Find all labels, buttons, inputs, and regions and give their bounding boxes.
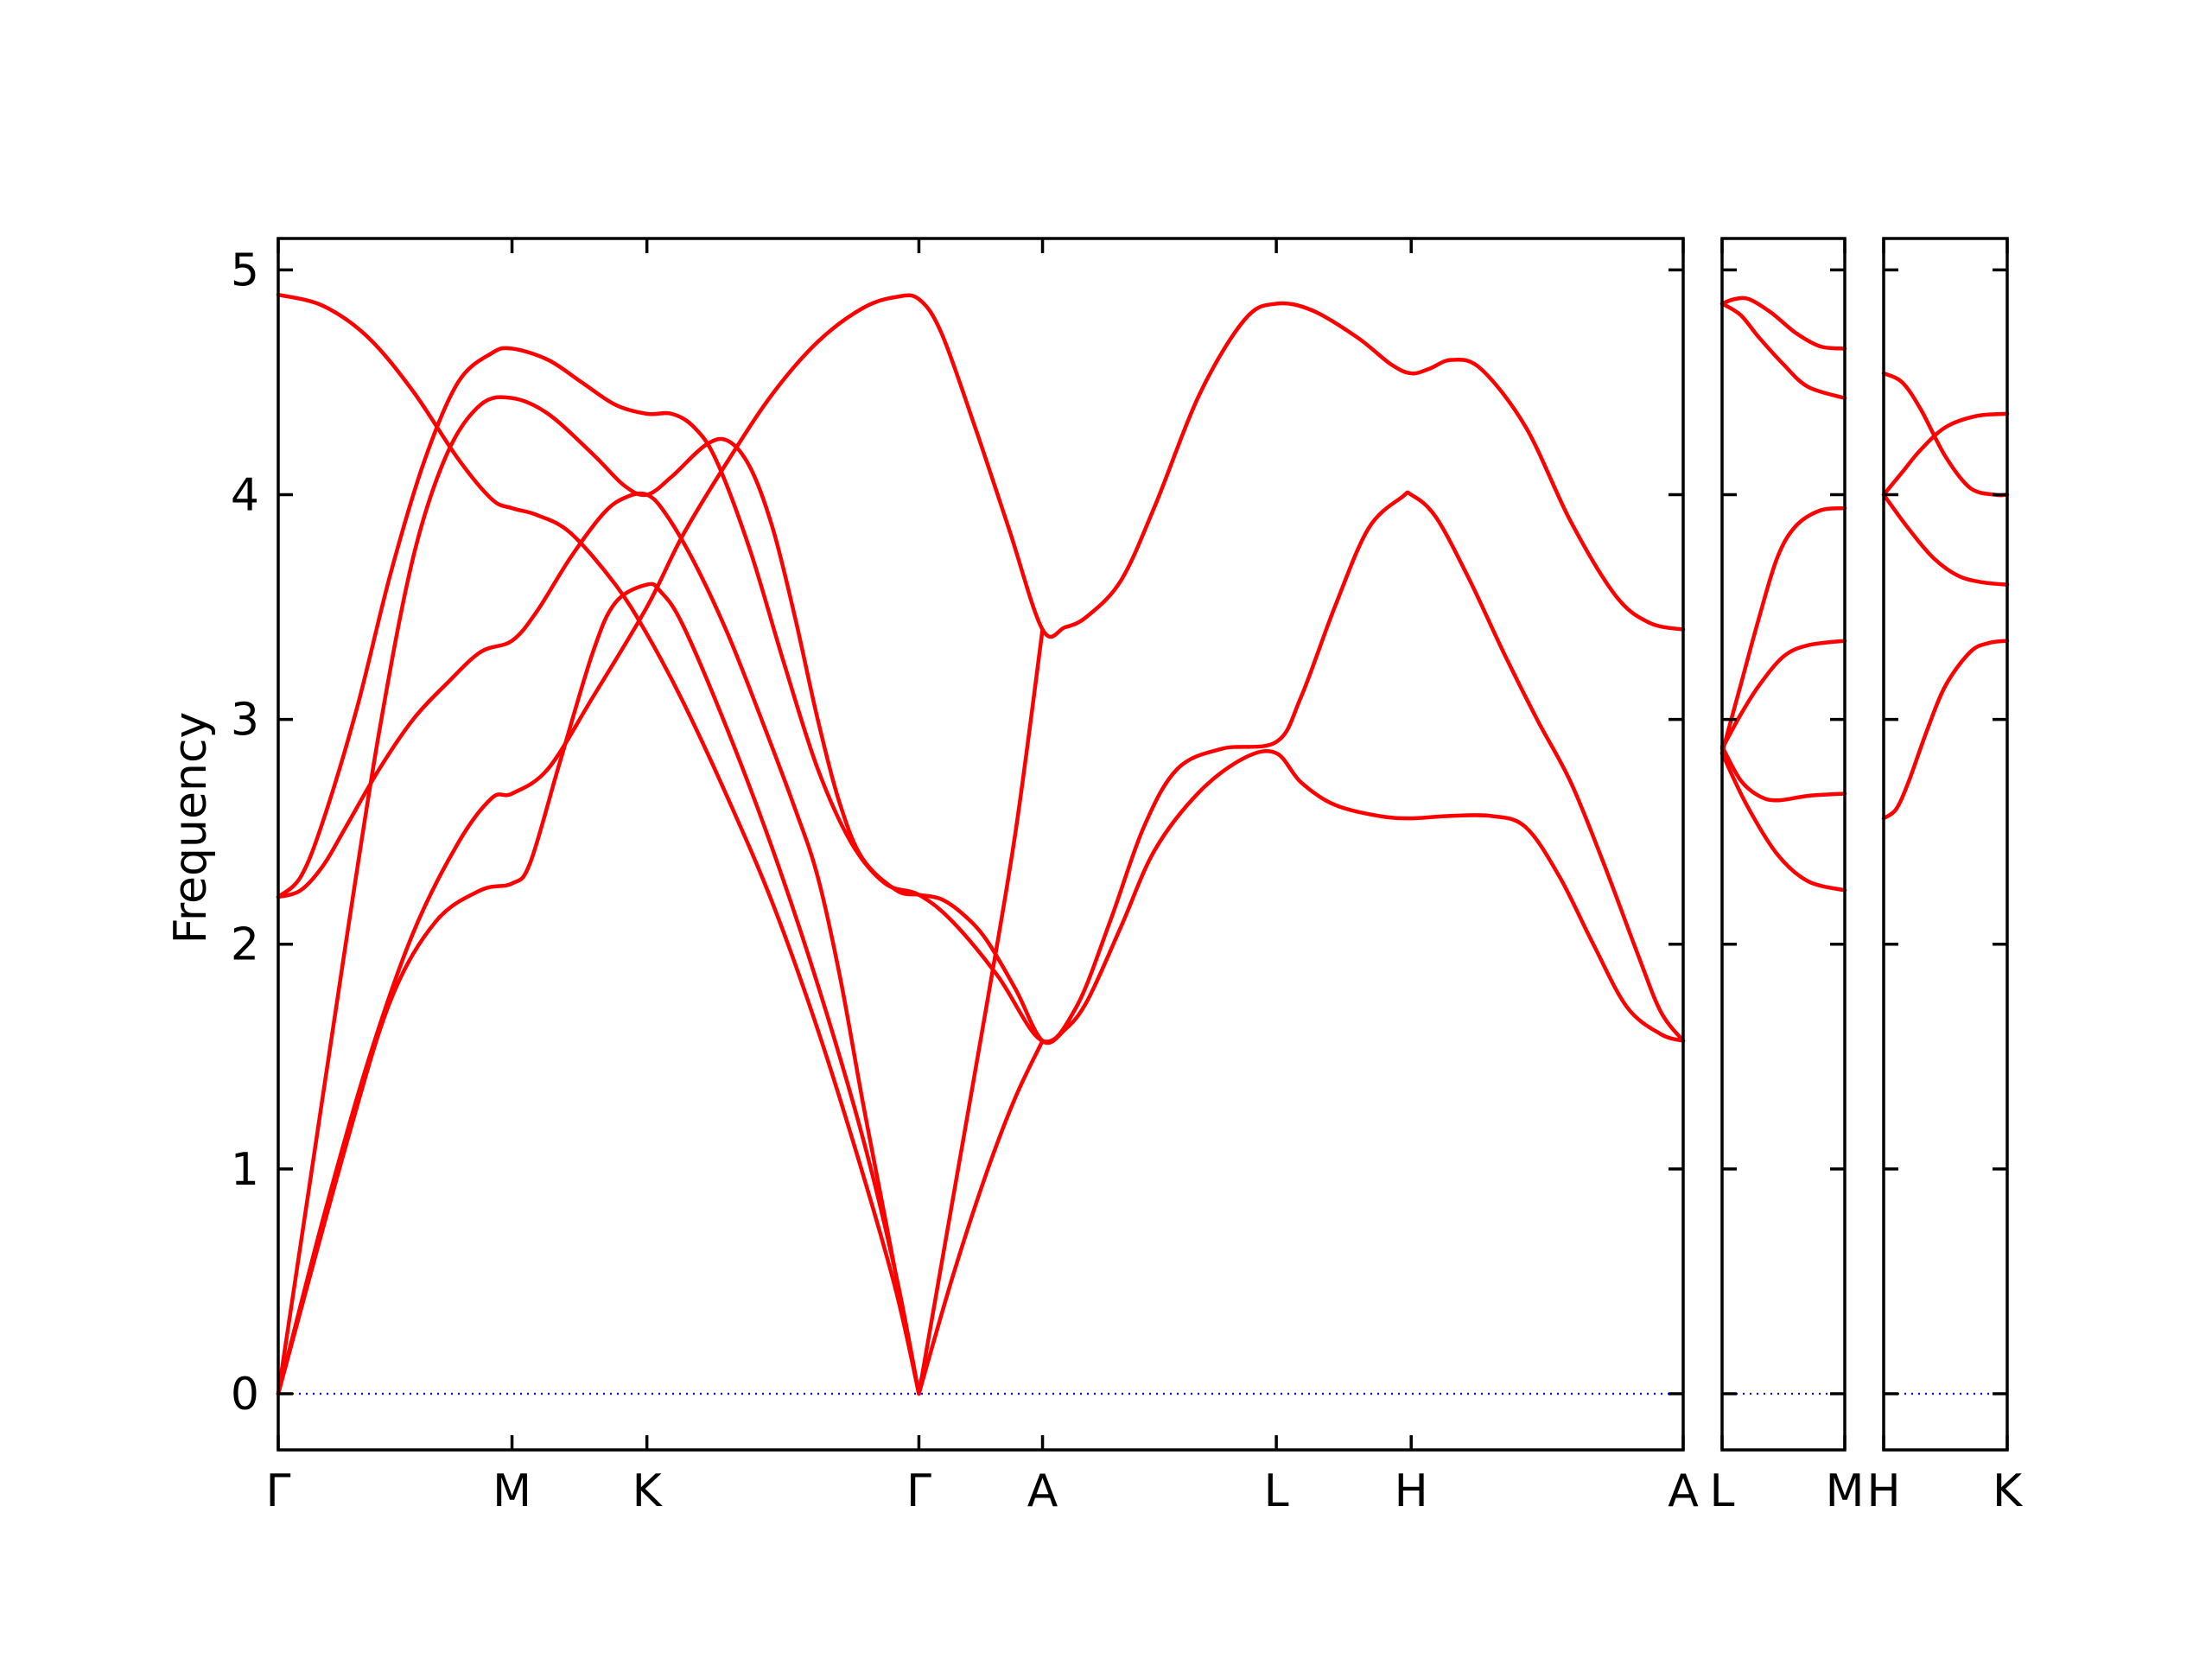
- band-curves: [276, 292, 2010, 1396]
- panel-frames: [276, 237, 2009, 1452]
- x-tick-label: Γ: [906, 1465, 931, 1517]
- x-tick-label: K: [632, 1465, 664, 1517]
- band-line: [1719, 751, 1847, 893]
- band-line: [917, 627, 1045, 1396]
- band-line: [917, 1039, 1045, 1396]
- x-tick-label: M: [493, 1465, 531, 1517]
- x-tick-label: A: [1668, 1465, 1699, 1517]
- band-line: [1881, 371, 2010, 498]
- y-tick-label: 1: [231, 1144, 259, 1196]
- panel-frame: [276, 237, 1685, 1452]
- x-tick-label: K: [1993, 1465, 2024, 1517]
- x-tick-label: Γ: [266, 1465, 291, 1517]
- x-tick-label: L: [1264, 1465, 1289, 1517]
- y-tick-label: 3: [231, 695, 259, 747]
- x-tick-label: A: [1027, 1465, 1058, 1517]
- y-axis-title: Frequency: [165, 712, 217, 944]
- x-tick-label: M: [1826, 1465, 1865, 1517]
- x-tick-label: H: [1866, 1465, 1900, 1517]
- band-line: [276, 293, 1686, 1396]
- band-line: [1719, 744, 1847, 803]
- band-line: [276, 346, 1686, 1044]
- panel-frame: [1720, 237, 1847, 1452]
- band-line: [276, 395, 1686, 1396]
- band-line: [1719, 505, 1847, 755]
- band-line: [1719, 302, 1847, 400]
- y-tick-label: 5: [231, 245, 259, 296]
- y-tick-label: 2: [231, 919, 259, 971]
- band-line: [1719, 639, 1847, 751]
- y-tick-label: 4: [231, 470, 259, 522]
- band-line: [1881, 411, 2010, 497]
- band-line: [1881, 493, 2010, 587]
- x-tick-label: H: [1395, 1465, 1428, 1517]
- band-line: [1719, 296, 1847, 351]
- band-line: [276, 582, 921, 1396]
- band-line: [276, 491, 921, 1396]
- x-tick-label: L: [1710, 1465, 1735, 1517]
- band-line: [276, 292, 921, 1396]
- y-tick-label: 0: [231, 1369, 259, 1421]
- band-line: [1881, 639, 2010, 821]
- panel-frame: [1882, 237, 2009, 1452]
